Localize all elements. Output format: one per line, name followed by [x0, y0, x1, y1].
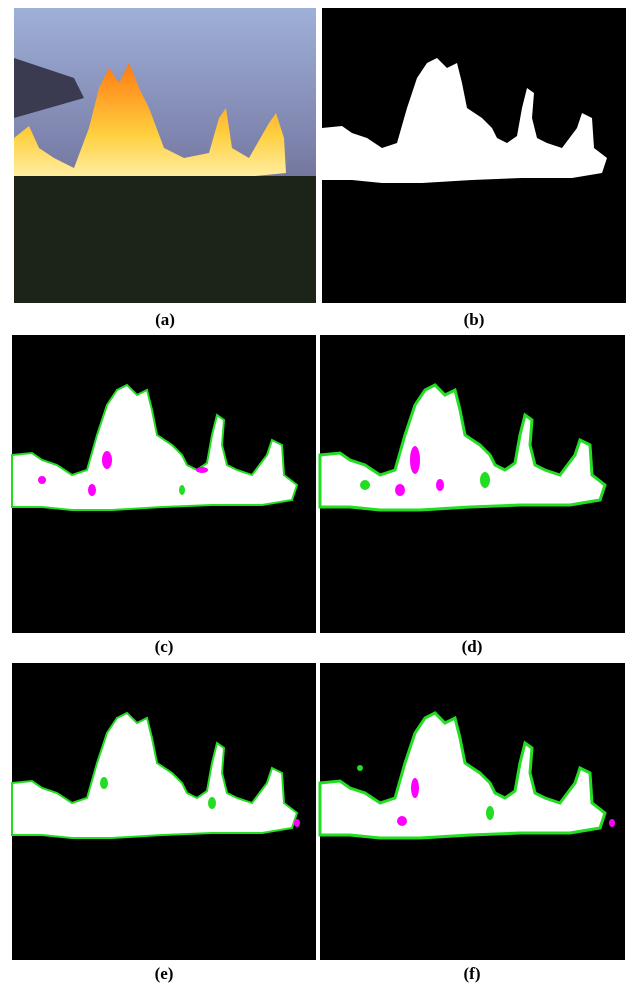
false-positive	[436, 479, 444, 491]
grass	[14, 176, 316, 303]
caption: (f)	[464, 964, 481, 983]
photo-panel	[14, 8, 316, 303]
caption: (e)	[155, 964, 174, 983]
mask-panel	[322, 8, 626, 303]
false-positive	[411, 778, 419, 798]
false-positive	[102, 451, 112, 469]
false-positive	[88, 484, 96, 496]
false-positive	[294, 819, 300, 827]
result-panel	[318, 335, 625, 633]
false-negative	[480, 472, 490, 488]
false-positive	[609, 819, 615, 827]
false-negative	[486, 806, 494, 820]
false-negative	[357, 765, 363, 771]
trees	[14, 58, 84, 118]
result-panel	[11, 663, 316, 960]
false-positive	[397, 816, 407, 826]
false-positive	[38, 476, 46, 484]
flames	[14, 63, 286, 183]
false-positive	[395, 484, 405, 496]
caption: (d)	[462, 637, 483, 656]
caption: (b)	[464, 310, 485, 329]
false-negative	[360, 480, 370, 490]
false-negative	[100, 777, 108, 789]
false-negative	[179, 485, 185, 495]
false-positive	[196, 467, 208, 473]
caption: (c)	[155, 637, 174, 656]
false-negative	[208, 797, 216, 809]
result-panel	[11, 335, 316, 633]
caption: (a)	[155, 310, 175, 329]
result-panel	[318, 663, 625, 960]
false-positive	[410, 446, 420, 474]
